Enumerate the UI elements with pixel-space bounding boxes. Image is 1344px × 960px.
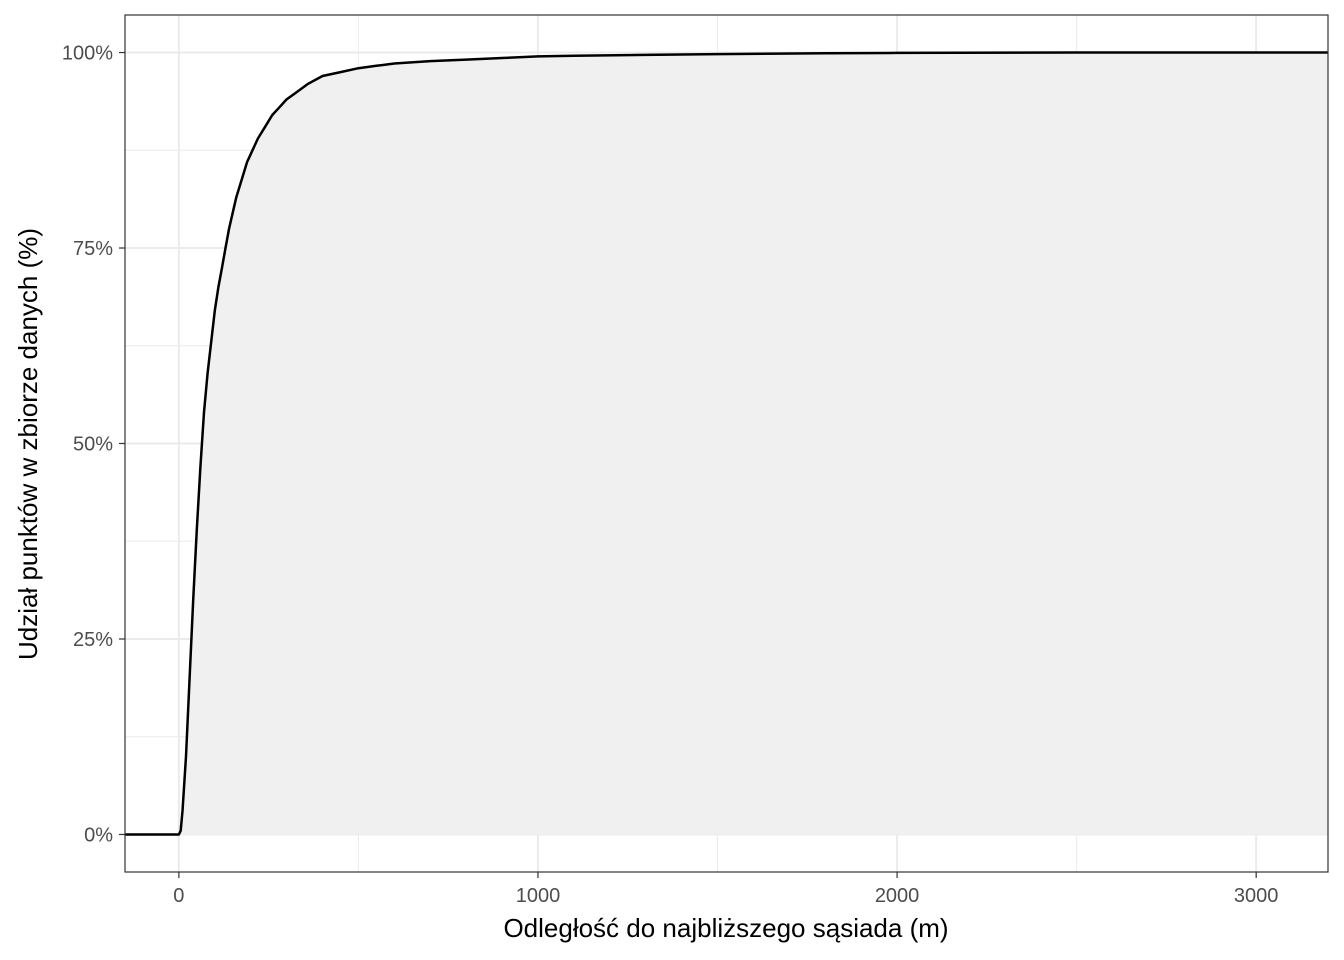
y-axis: 0% 25% 50% 75% 100%: [62, 43, 125, 846]
y-tick-label: 25%: [73, 629, 113, 651]
x-axis-title: Odległość do najbliższego sąsiada (m): [503, 913, 948, 943]
y-tick-label: 0%: [84, 824, 113, 846]
ecdf-line: [125, 51, 1328, 836]
y-tick-label: 100%: [62, 43, 113, 65]
y-tick-label: 75%: [73, 238, 113, 260]
x-tick-label: 1000: [516, 885, 561, 907]
x-tick-label: 0: [173, 885, 184, 907]
x-axis: 0 1000 2000 3000: [173, 872, 1278, 907]
ecdf-area: [125, 52, 1328, 835]
plot-panel: [124, 14, 1329, 873]
y-tick-label: 50%: [73, 434, 113, 456]
x-tick-label: 3000: [1234, 885, 1279, 907]
y-axis-title: Udział punktów w zbiorze danych (%): [13, 228, 43, 660]
x-tick-label: 2000: [875, 885, 920, 907]
